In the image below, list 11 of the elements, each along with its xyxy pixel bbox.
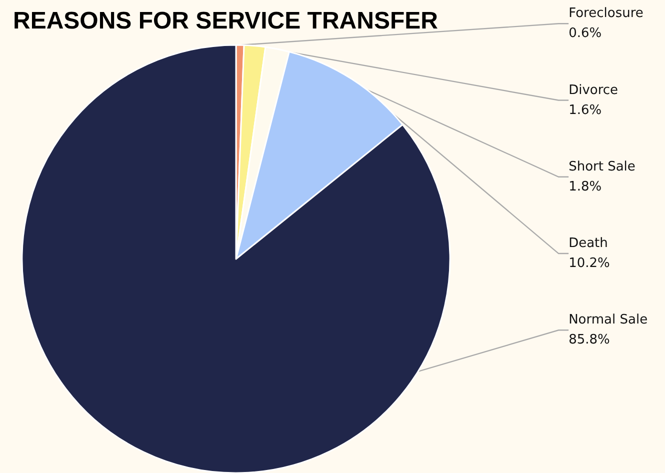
slice-label: Short Sale — [568, 159, 636, 174]
data-label: 10.2% — [568, 256, 610, 272]
data-label: 1.6% — [568, 102, 602, 118]
data-label: 85.8% — [568, 332, 610, 348]
chart-title: REASONS FOR SERVICE TRANSFER — [13, 8, 438, 34]
slice-label: Normal Sale — [568, 312, 648, 328]
slice-label: Foreclosure — [568, 6, 644, 22]
data-label: 1.8% — [568, 179, 602, 194]
slice-label: Divorce — [568, 82, 618, 98]
slice-label: Death — [568, 236, 608, 252]
data-label: 0.6% — [568, 26, 602, 42]
